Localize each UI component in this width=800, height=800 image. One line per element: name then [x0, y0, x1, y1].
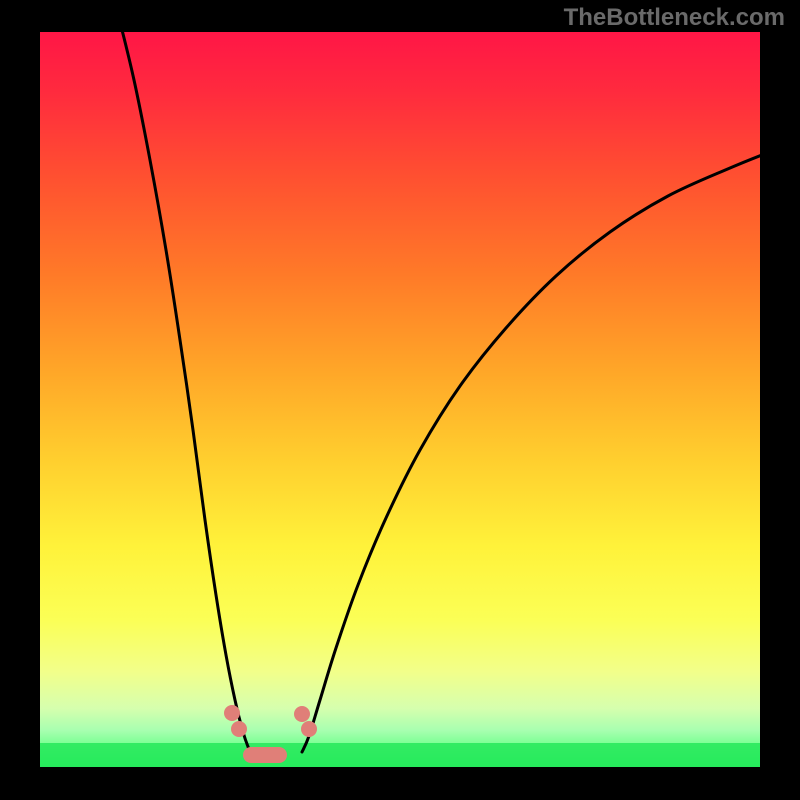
- watermark-text: TheBottleneck.com: [564, 4, 785, 32]
- marker-dot: [231, 721, 247, 737]
- marker-dot: [224, 705, 240, 721]
- marker-capsule: [243, 747, 287, 763]
- marker-dot: [294, 706, 310, 722]
- bottom-green-band: [40, 743, 760, 767]
- marker-dot: [301, 721, 317, 737]
- bottleneck-chart: [0, 0, 800, 800]
- chart-stage: TheBottleneck.com: [0, 0, 800, 800]
